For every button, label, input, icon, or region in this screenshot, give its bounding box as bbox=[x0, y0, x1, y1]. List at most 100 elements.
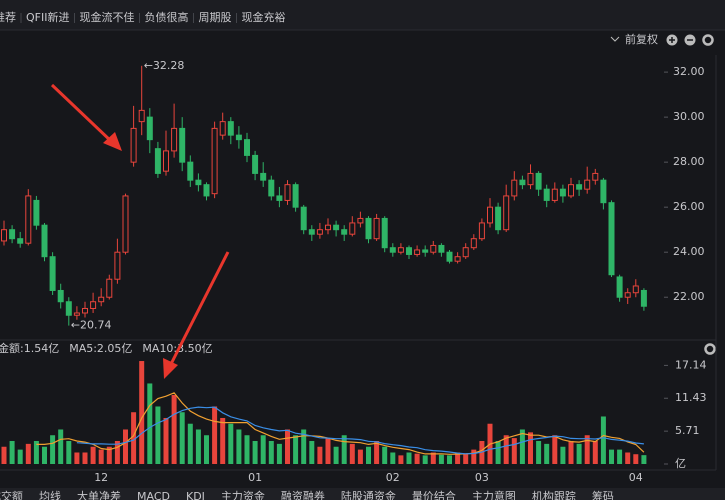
arrow bbox=[168, 251, 230, 367]
adjust-button[interactable]: 前复权 bbox=[625, 32, 658, 46]
volume-bar bbox=[163, 417, 169, 464]
candle-body bbox=[25, 195, 32, 244]
candle-body bbox=[454, 256, 461, 262]
volume-bar bbox=[633, 454, 639, 464]
candle-body bbox=[632, 285, 639, 294]
volume-bar bbox=[414, 453, 420, 464]
candle-body bbox=[446, 251, 453, 262]
legend-entry: 金额:1.54亿 bbox=[0, 341, 59, 355]
candle-body bbox=[624, 292, 631, 298]
volume-bar bbox=[50, 435, 56, 464]
candle-body bbox=[381, 217, 388, 249]
volume-bar bbox=[398, 455, 404, 464]
volume-bar bbox=[560, 446, 566, 464]
candle-body bbox=[244, 139, 250, 156]
tab[interactable]: 机构跟踪 bbox=[532, 489, 576, 500]
tag[interactable]: 现金充裕 bbox=[241, 10, 285, 24]
candle-body bbox=[503, 195, 510, 231]
y-tick-label: 11.43 bbox=[675, 391, 707, 404]
tag[interactable]: 推荐 bbox=[0, 10, 16, 24]
candle-body bbox=[235, 134, 242, 141]
candle-body bbox=[33, 199, 40, 226]
volume-bar bbox=[463, 453, 469, 464]
y-tick-label: 32.00 bbox=[673, 65, 705, 78]
ma-line bbox=[36, 392, 645, 455]
tag[interactable]: 周期股 bbox=[198, 11, 231, 24]
volume-bar bbox=[641, 455, 647, 464]
volume-bar bbox=[503, 435, 509, 464]
volume-bar bbox=[366, 446, 371, 464]
zoom-in-glyph bbox=[669, 37, 675, 43]
candle-body bbox=[592, 172, 599, 181]
candle-body bbox=[608, 202, 615, 276]
tag[interactable]: QFII新进 bbox=[26, 10, 69, 24]
candle-body bbox=[559, 188, 566, 197]
candle-body bbox=[470, 238, 477, 249]
tab-bar bbox=[0, 488, 725, 500]
volume-bar bbox=[244, 435, 250, 464]
candle-body bbox=[527, 172, 534, 186]
candle-body bbox=[203, 184, 210, 197]
tab[interactable]: 主力资金 bbox=[221, 489, 265, 500]
candle-body bbox=[568, 184, 574, 197]
candle-body bbox=[365, 217, 372, 240]
tab[interactable]: 量价结合 bbox=[412, 489, 456, 500]
candle-body bbox=[600, 179, 607, 204]
tab[interactable]: KDJ bbox=[186, 490, 205, 500]
candle-body bbox=[438, 244, 445, 253]
candle-body bbox=[422, 249, 429, 253]
volume-bar bbox=[495, 440, 501, 464]
candle-body bbox=[389, 247, 396, 253]
candle-body bbox=[349, 222, 356, 235]
x-tick-label: 04 bbox=[629, 471, 643, 484]
candle-body bbox=[543, 188, 550, 201]
candle-body bbox=[397, 247, 404, 253]
volume-bar bbox=[228, 423, 234, 464]
tab[interactable]: 陆股通资金 bbox=[341, 489, 396, 500]
candle-body bbox=[49, 256, 56, 291]
candle-body bbox=[187, 161, 194, 181]
volume-bar bbox=[528, 432, 533, 464]
volume-bar bbox=[123, 429, 128, 464]
volume-bar bbox=[204, 435, 209, 464]
tab[interactable]: 融资融券 bbox=[281, 489, 325, 500]
volume-bar bbox=[285, 429, 290, 464]
tab[interactable]: MACD bbox=[137, 490, 170, 500]
candle-body bbox=[357, 217, 364, 224]
volume-bar bbox=[9, 440, 15, 464]
candle-body bbox=[341, 229, 348, 235]
candle-body bbox=[1, 229, 7, 242]
volume-bar bbox=[58, 429, 64, 464]
tab[interactable]: 大单净差 bbox=[77, 489, 121, 500]
volume-bar bbox=[293, 435, 299, 464]
volume-bar bbox=[544, 443, 550, 464]
arrow-head bbox=[103, 132, 122, 151]
candle-body bbox=[154, 148, 161, 174]
x-tick-label: 12 bbox=[94, 471, 108, 484]
tag[interactable]: 现金流不佳 bbox=[79, 10, 134, 24]
tag[interactable]: 负债很高 bbox=[144, 10, 188, 24]
volume-bar bbox=[252, 440, 258, 464]
volume-bar bbox=[66, 440, 72, 464]
candle-body bbox=[333, 224, 340, 231]
volume-bar bbox=[74, 452, 80, 464]
candle-body bbox=[106, 278, 113, 298]
y-tick-label: 22.00 bbox=[673, 290, 705, 303]
tab[interactable]: 主力意图 bbox=[472, 489, 516, 500]
user-arrows bbox=[50, 83, 230, 379]
candle-body bbox=[519, 179, 526, 186]
volume-bar bbox=[592, 440, 598, 464]
candle-body bbox=[41, 224, 48, 258]
settings[interactable] bbox=[704, 343, 716, 355]
legend-entry: MA5:2.05亿 bbox=[69, 342, 132, 355]
settings[interactable] bbox=[702, 34, 714, 46]
tab[interactable]: 成交额 bbox=[0, 489, 23, 500]
tab[interactable]: 均线 bbox=[39, 489, 61, 500]
volume-bar bbox=[1, 446, 7, 464]
candle-body bbox=[325, 224, 331, 231]
candle-body bbox=[292, 184, 299, 208]
candle-body bbox=[495, 206, 502, 231]
tab[interactable]: 筹码 bbox=[592, 489, 614, 500]
volume-bar bbox=[317, 446, 323, 464]
